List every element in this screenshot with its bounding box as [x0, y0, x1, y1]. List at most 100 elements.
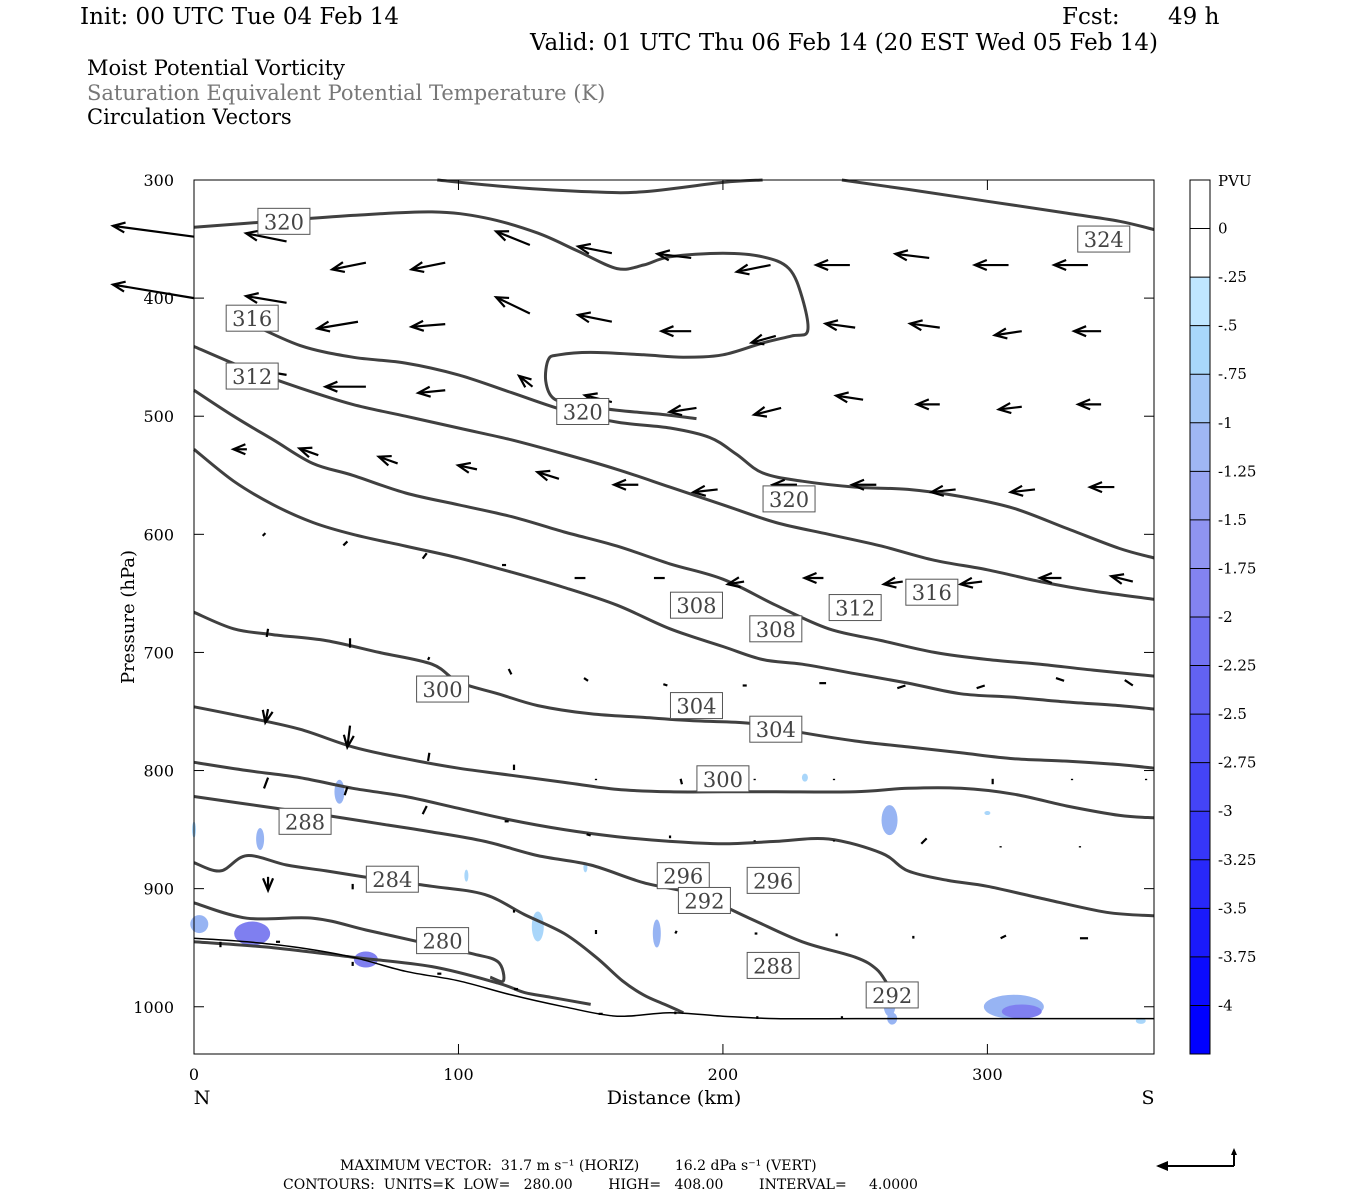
- pv-area: [881, 805, 898, 836]
- circulation-vector: [690, 484, 718, 497]
- circulation-vector: [1000, 934, 1007, 940]
- x-end-label-north: N: [194, 1087, 211, 1109]
- colorbar-label: -1.25: [1218, 462, 1256, 480]
- colorbar-swatch: [1190, 325, 1210, 375]
- circulation-vector: [110, 221, 195, 238]
- svg-text:324: 324: [1084, 228, 1124, 252]
- circulation-vector: [971, 259, 1009, 272]
- colorbar-label: -3.5: [1218, 899, 1247, 917]
- circulation-vector: [957, 576, 983, 589]
- circulation-vector: [421, 552, 428, 560]
- forecast-hours: 49 h: [1168, 4, 1220, 30]
- svg-text:320: 320: [563, 400, 603, 424]
- circulation-vector: [1036, 572, 1062, 585]
- theta-e-contour: [437, 178, 763, 195]
- pv-colorbar: 0 -.25 -.5 -.75 -1 -1.25 -1.5 -1.75 -2 -2.25 -2.5 -…: [1189, 179, 1256, 1055]
- colorbar-label: -3.25: [1218, 851, 1256, 869]
- circulation-vector: [822, 319, 856, 332]
- colorbar-swatch: [1190, 471, 1210, 521]
- circulation-vector: [243, 292, 287, 304]
- colorbar-label: -.75: [1218, 365, 1247, 383]
- pv-area: [256, 828, 265, 851]
- svg-text:292: 292: [684, 889, 724, 913]
- contour-label: 320: [556, 397, 610, 425]
- circulation-vector: [421, 805, 428, 815]
- circulation-vector: [881, 576, 903, 589]
- circulation-vector: [586, 833, 592, 837]
- circulation-vector: [110, 280, 195, 300]
- circulation-vector: [801, 572, 824, 585]
- pv-area: [334, 779, 345, 804]
- colorbar-label: -2.75: [1218, 754, 1256, 772]
- circulation-vector: [654, 249, 692, 262]
- forecast-label: Fcst:: [1062, 4, 1120, 30]
- title-mpv: Moist Potential Vorticity: [87, 56, 345, 80]
- circulation-vector: [376, 454, 399, 467]
- colorbar-swatch: [1190, 568, 1210, 618]
- contour-label: 296: [746, 866, 800, 894]
- y-tick-label: 1000: [133, 998, 174, 1017]
- colorbar-swatch: [1190, 277, 1210, 327]
- theta-e-contour: [193, 705, 1155, 820]
- x-axis-label: Distance (km): [607, 1087, 742, 1109]
- colorbar-label: -2.25: [1218, 657, 1256, 675]
- colorbar-swatch: [1190, 1005, 1210, 1055]
- circulation-vector: [455, 461, 478, 474]
- colorbar-swatch: [1190, 956, 1210, 1006]
- x-tick-label: 100: [443, 1065, 474, 1084]
- svg-text:304: 304: [676, 695, 716, 719]
- colorbar-label: -2.5: [1218, 705, 1247, 723]
- colorbar-swatch: [1190, 908, 1210, 958]
- contour-labels: 320 324 316 312 320 320 308 308 312 316 300 304 304 3…: [225, 207, 1131, 1009]
- colorbar-swatch: [1190, 228, 1210, 278]
- y-tick-label: 700: [143, 643, 174, 662]
- colorbar-unit: PVU: [1218, 172, 1252, 190]
- colorbar-label: -.5: [1218, 317, 1237, 335]
- contour-label: 284: [365, 865, 419, 893]
- circulation-vector: [611, 478, 639, 491]
- circulation-vector: [342, 725, 355, 751]
- circulation-vector: [583, 677, 589, 682]
- contour-label: 316: [905, 578, 959, 606]
- theta-e-contour: [193, 854, 684, 1015]
- circulation-vector: [751, 406, 782, 418]
- svg-text:292: 292: [872, 984, 912, 1008]
- circulation-vector: [342, 540, 349, 547]
- circulation-vector: [575, 242, 613, 255]
- theta-e-contour: [246, 320, 1155, 560]
- circulation-vector: [262, 876, 275, 894]
- contour-label: 316: [225, 304, 279, 332]
- colorbar-swatch: [1190, 519, 1210, 569]
- circulation-vector: [534, 469, 560, 482]
- x-tick-label: 300: [972, 1065, 1003, 1084]
- circulation-vector: [991, 327, 1022, 340]
- theta-e-contour: [193, 760, 1155, 918]
- circulation-vector: [725, 576, 745, 589]
- pv-area: [1001, 1004, 1042, 1019]
- circulation-vector: [733, 263, 771, 276]
- y-tick-label: 500: [143, 407, 174, 426]
- svg-text:316: 316: [912, 581, 952, 605]
- svg-text:300: 300: [703, 768, 743, 792]
- colorbar-label: -3.75: [1218, 948, 1256, 966]
- theta-e-contour: [193, 345, 1155, 601]
- colorbar-label: -1.75: [1218, 559, 1256, 577]
- circulation-vector: [493, 296, 531, 315]
- colorbar-label: -4: [1218, 996, 1233, 1014]
- svg-text:312: 312: [232, 365, 272, 389]
- pv-area: [984, 811, 991, 816]
- svg-text:296: 296: [753, 869, 793, 893]
- circulation-vector: [493, 230, 531, 246]
- terrain-line: [193, 937, 1154, 1020]
- circulation-vector: [1124, 679, 1134, 687]
- contour-label: 308: [669, 591, 723, 619]
- contour-label: 292: [865, 981, 919, 1009]
- contour-label: 304: [749, 715, 803, 743]
- x-end-label-south: S: [1141, 1087, 1154, 1109]
- circulation-vector: [1108, 573, 1134, 585]
- circulation-vector: [833, 391, 864, 404]
- y-tick-label: 300: [143, 171, 174, 190]
- theta-e-contour: [193, 210, 810, 421]
- circulation-vector: [314, 320, 359, 333]
